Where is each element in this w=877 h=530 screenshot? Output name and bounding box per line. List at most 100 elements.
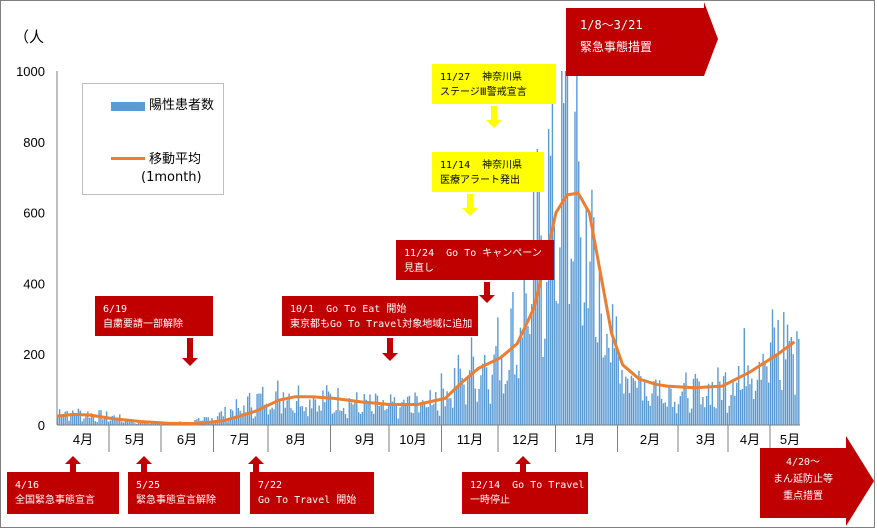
daily-bar	[587, 308, 589, 425]
daily-bar	[318, 405, 320, 425]
annotation-emergency-lifted: 5/25 緊急事態宣言解除	[128, 472, 240, 514]
arrow-stage3-head	[486, 120, 502, 128]
x-tick-label: 9月	[355, 432, 375, 447]
x-tick-label: 10月	[399, 432, 426, 447]
daily-bar	[301, 405, 303, 425]
daily-bar	[730, 394, 732, 425]
daily-bar	[356, 392, 358, 425]
daily-bar	[506, 380, 508, 425]
daily-bar	[132, 421, 134, 425]
daily-bar	[483, 354, 486, 425]
daily-bar	[316, 411, 318, 425]
arrow-emergency-lifted-shaft	[141, 464, 147, 472]
arrow-emergency-lifted-head	[136, 456, 152, 464]
daily-bar	[485, 367, 488, 425]
daily-bar	[559, 247, 561, 425]
daily-bar	[393, 397, 396, 425]
daily-bar	[630, 375, 633, 425]
daily-bar	[359, 413, 362, 425]
daily-bar	[515, 364, 518, 425]
daily-bar	[429, 390, 431, 425]
daily-bar	[694, 373, 697, 425]
x-tick-label: 7月	[230, 432, 250, 447]
daily-bar	[280, 413, 283, 425]
daily-bar	[389, 394, 392, 425]
daily-bar	[64, 411, 66, 425]
daily-bar	[677, 404, 680, 425]
daily-bar	[75, 415, 78, 425]
arrow-medical-alert-shaft	[467, 194, 473, 208]
annotation-text: 1/8～3/21	[580, 18, 643, 32]
daily-bar	[732, 382, 734, 425]
daily-bar	[72, 410, 74, 425]
y-tick-label: 600	[23, 206, 45, 221]
daily-bar	[600, 313, 603, 425]
daily-bar	[736, 382, 738, 425]
annotation-gototravel-suspend: 12/14 Go To Travel 一時停止	[462, 472, 588, 514]
daily-bar	[649, 405, 651, 425]
daily-bar	[215, 421, 217, 425]
daily-bar	[226, 421, 228, 425]
daily-bar	[572, 261, 574, 425]
daily-bar	[267, 414, 270, 425]
daily-bar	[254, 416, 256, 425]
daily-bar	[668, 387, 670, 425]
daily-bar	[666, 406, 668, 425]
daily-bar	[391, 401, 394, 425]
daily-bar	[771, 309, 774, 425]
daily-bar	[593, 217, 595, 425]
daily-bar	[717, 367, 719, 425]
daily-bar	[203, 417, 206, 425]
x-tick-label: 11月	[457, 432, 484, 447]
arrow-gotocampaign-review-shaft	[484, 282, 490, 295]
daily-bar	[284, 407, 287, 425]
daily-bar	[453, 368, 456, 425]
daily-bar	[401, 402, 403, 425]
daily-bar	[423, 402, 426, 425]
y-tick-label: 400	[23, 276, 45, 291]
daily-bar	[704, 407, 706, 425]
daily-bar	[433, 403, 435, 425]
daily-bar	[534, 269, 537, 425]
x-tick-label: 2月	[640, 432, 660, 447]
annotation-text: Go To Travel 開始	[258, 495, 357, 506]
daily-bar	[675, 413, 678, 425]
daily-bar	[154, 423, 157, 425]
daily-bar	[88, 417, 91, 425]
daily-bar	[679, 396, 682, 425]
arrow-national-emergency-shaft	[70, 464, 76, 472]
daily-bar	[399, 407, 401, 425]
daily-bar	[218, 412, 221, 425]
daily-bar	[690, 408, 693, 425]
daily-bar	[92, 414, 95, 425]
daily-bar	[239, 410, 241, 425]
annotation-partial-lift: 6/19 自粛要請一部解除	[95, 296, 213, 336]
daily-bar	[643, 381, 646, 425]
daily-bar	[557, 303, 559, 425]
daily-bar	[292, 410, 294, 425]
x-tick-label: 12月	[512, 432, 539, 447]
daily-bar	[698, 381, 700, 425]
daily-bar	[762, 353, 764, 425]
daily-bar	[531, 303, 533, 425]
daily-bar	[562, 103, 565, 426]
daily-bar	[66, 410, 68, 425]
daily-bar	[628, 392, 631, 425]
daily-bar	[625, 376, 627, 425]
daily-bar	[702, 397, 704, 425]
daily-bar	[794, 394, 796, 425]
daily-bar	[331, 413, 334, 425]
arrow-gotoeat-head	[382, 353, 398, 361]
annotation-gotoeat: 10/1 Go To Eat 開始 東京都もGo To Travel対象地域に追…	[282, 296, 478, 336]
daily-bar	[758, 361, 761, 425]
daily-bar	[143, 422, 145, 425]
daily-bar	[120, 421, 123, 425]
y-tick-label: 1000	[16, 64, 45, 79]
daily-bar	[532, 179, 535, 425]
daily-bar	[348, 398, 350, 425]
legend-line-swatch	[111, 157, 145, 160]
daily-bar	[508, 369, 510, 425]
daily-bar	[329, 393, 332, 425]
daily-bar	[634, 380, 636, 425]
daily-bar	[574, 111, 576, 425]
